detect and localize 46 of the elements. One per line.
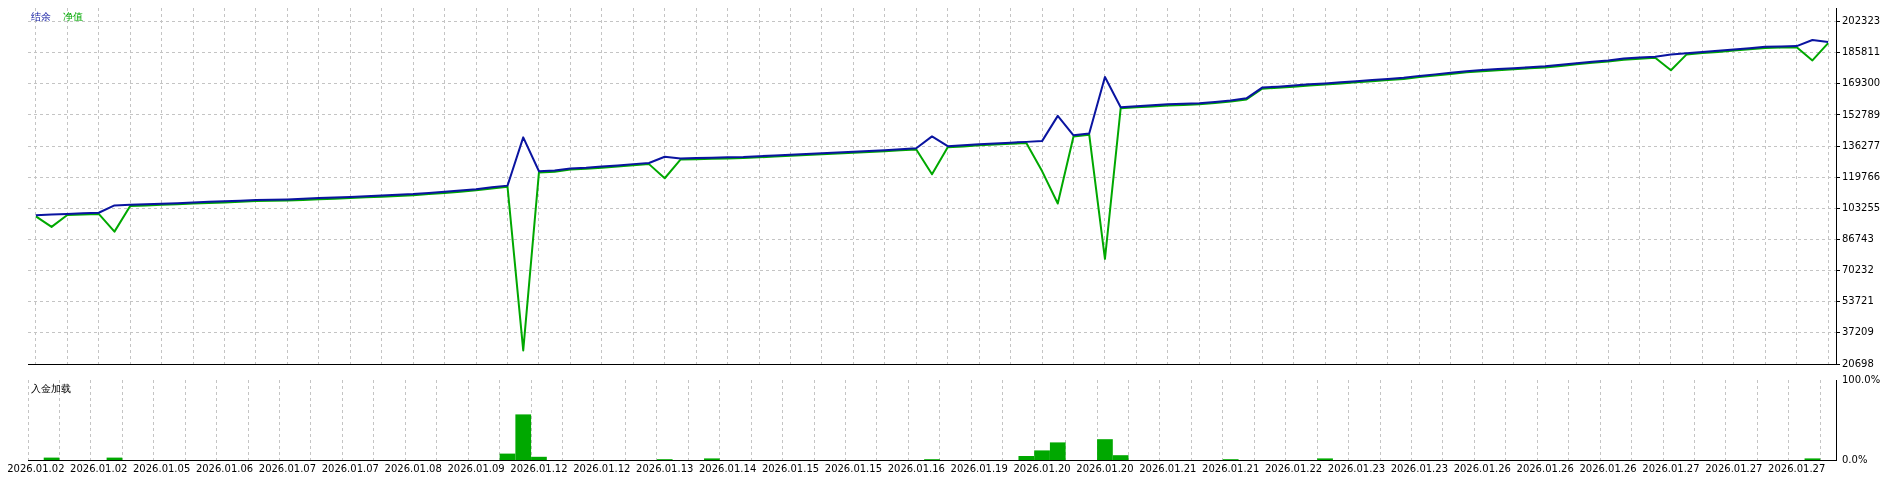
y-tick-label: 20698: [1842, 357, 1874, 369]
x-tick-label: 2026.01.14: [698, 462, 757, 474]
x-tick-label: 2026.01.16: [887, 462, 945, 474]
y-tick-label: 136277: [1842, 139, 1880, 151]
x-tick-label: 2026.01.13: [636, 462, 694, 474]
y-tick-label: 103255: [1842, 201, 1880, 213]
y-tick-label: 169300: [1842, 77, 1880, 89]
x-tick-label: 2026.01.23: [1390, 462, 1449, 474]
y-tick-label: 152789: [1842, 108, 1880, 120]
y-tick-label: 86743: [1842, 233, 1874, 245]
y-tick-label: 100.0%: [1842, 373, 1880, 385]
y-tick-label: 0.0%: [1842, 453, 1868, 465]
x-tick-label: 2026.01.05: [133, 462, 191, 474]
x-tick-label: 2026.01.07: [258, 462, 317, 474]
x-tick-label: 2026.01.26: [1579, 462, 1637, 474]
y-tick-label: 202323: [1842, 15, 1880, 27]
x-tick-label: 2026.01.12: [510, 462, 568, 474]
x-tick-label: 2026.01.19: [950, 462, 1008, 474]
x-tick-label: 2026.01.09: [447, 462, 505, 474]
x-tick-label: 2026.01.20: [1076, 462, 1134, 474]
text: 结余: [31, 10, 51, 22]
x-tick-label: 2026.01.02: [7, 462, 65, 474]
x-tick-label: 2026.01.06: [195, 462, 254, 474]
x-tick-label: 2026.01.07: [321, 462, 379, 474]
text: 净值: [63, 10, 83, 22]
x-tick-label: 2026.01.20: [1013, 462, 1071, 474]
x-tick-label: 2026.01.21: [1202, 462, 1260, 474]
x-tick-label: 2026.01.15: [824, 462, 883, 474]
y-tick-label: 70232: [1842, 264, 1874, 276]
y-tick-label: 185811: [1842, 46, 1880, 58]
x-tick-label: 2026.01.27: [1642, 462, 1700, 474]
x-tick-label: 2026.01.27: [1768, 462, 1826, 474]
x-tick-label: 2026.01.21: [1139, 462, 1197, 474]
x-tick-label: 2026.01.26: [1516, 462, 1574, 474]
y-tick-label: 37209: [1842, 326, 1874, 338]
x-tick-label: 2026.01.12: [573, 462, 631, 474]
x-tick-label: 2026.01.15: [761, 462, 820, 474]
x-tick-label: 2026.01.08: [384, 462, 442, 474]
x-tick-label: 2026.01.23: [1327, 462, 1386, 474]
x-tick-label: 2026.01.02: [70, 462, 128, 474]
x-tick-label: 2026.01.27: [1705, 462, 1763, 474]
chart-title: 入金加载: [31, 382, 71, 394]
y-tick-label: 119766: [1842, 170, 1880, 182]
x-tick-label: 2026.01.22: [1264, 462, 1323, 474]
y-tick-label: 53721: [1842, 295, 1874, 307]
x-tick-label: 2026.01.26: [1453, 462, 1511, 474]
